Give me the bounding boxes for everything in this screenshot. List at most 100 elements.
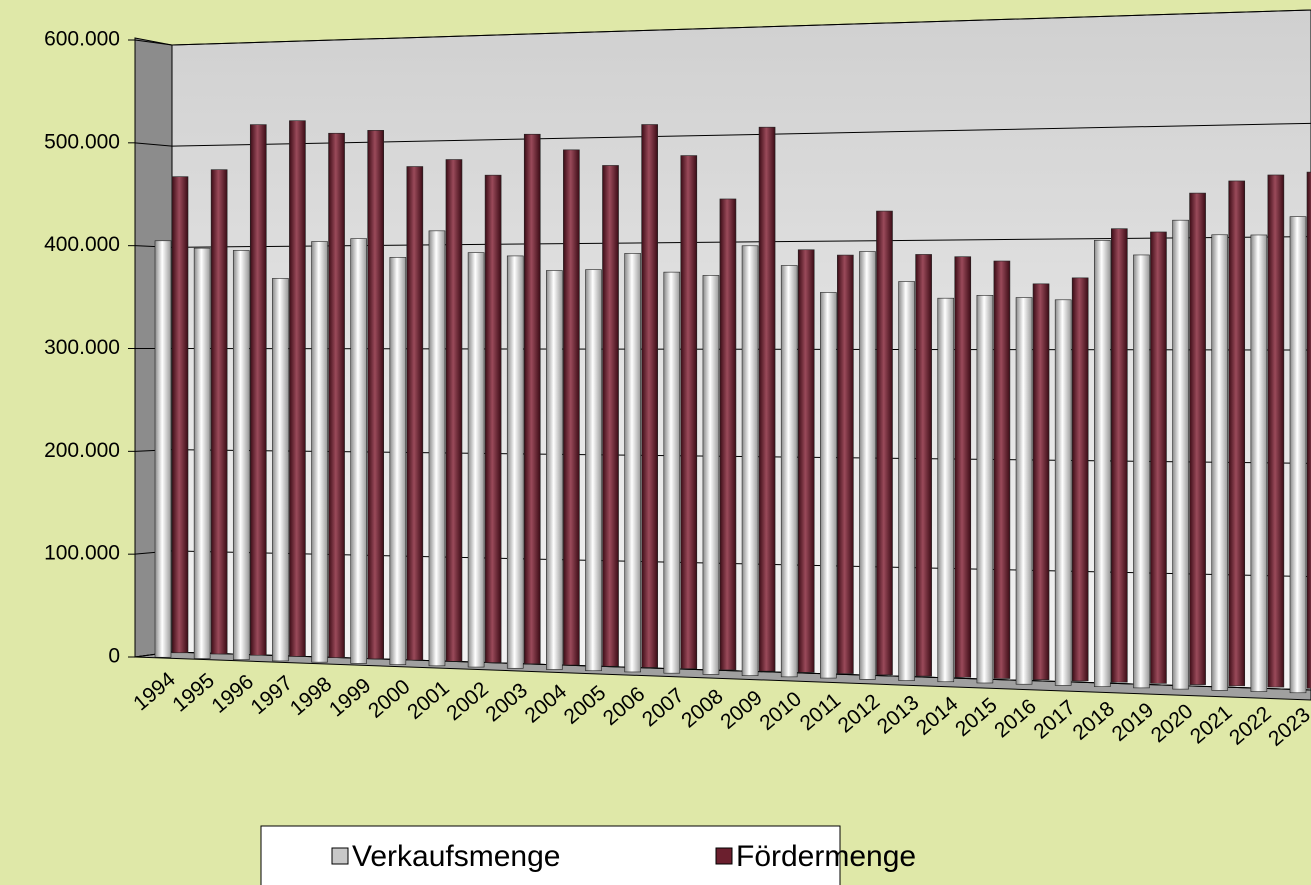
bar [1071,277,1089,682]
bar [1306,171,1311,689]
x-tick-label: 2021 [1186,701,1237,749]
x-tick-label: 2006 [599,682,650,730]
bar [954,256,972,678]
bar [719,198,737,671]
bar [1172,219,1189,690]
bar [193,247,211,659]
bar [367,130,384,660]
grid-line [134,39,173,46]
bar [350,238,367,664]
bar [210,169,228,655]
bar [1111,228,1128,683]
legend-swatch [715,847,733,865]
x-tick-label: 2009 [716,686,767,734]
bar [937,297,955,683]
bar [585,269,602,672]
bar [154,240,172,658]
bar [859,251,876,680]
bar [546,270,563,670]
x-tick-label: 2023 [1264,703,1311,751]
x-tick-label: 2003 [481,679,532,727]
x-tick-label: 1997 [247,671,298,719]
bar [624,253,641,673]
bar [289,120,306,657]
bar [1211,234,1229,691]
x-tick-label: 1999 [325,674,376,722]
bar [1267,174,1285,688]
x-tick-label: 2013 [873,691,924,739]
bar [993,260,1011,679]
x-tick-label: 2022 [1225,702,1276,750]
x-tick-label: 2011 [796,689,845,736]
legend-box [260,825,841,885]
x-tick-label: 2012 [834,690,885,738]
bar [797,249,815,673]
x-tick-label: 2001 [403,676,454,724]
bar [1032,283,1050,681]
grid-line [134,142,173,147]
x-tick-label: 2008 [677,685,728,733]
bar [1150,231,1167,684]
x-tick-label: 2000 [364,675,415,723]
x-tick-label: 2002 [442,678,493,726]
x-tick-label: 2015 [951,693,1002,741]
bar [915,254,932,677]
bar [389,257,407,665]
legend-swatch [331,847,349,865]
bar [876,210,893,676]
bar [602,165,619,667]
bar [249,124,267,656]
x-tick-label: 1994 [129,668,180,716]
y-tick-label: 400.000 [44,233,120,256]
bar [663,271,681,674]
x-tick-label: 2017 [1029,696,1080,744]
y-tick-label: 200.000 [44,439,120,462]
bar [680,155,698,670]
bar [820,292,837,679]
x-tick-label: 2016 [990,695,1041,743]
x-tick-label: 2014 [912,692,963,740]
y-tick-label: 300.000 [44,336,120,359]
bar [702,275,720,675]
bar [758,126,776,672]
bar [563,149,580,666]
bar [1133,254,1150,689]
bar [523,133,541,665]
bar [311,241,328,663]
grid-line [171,122,1311,147]
bar [467,252,485,668]
bar [641,124,658,668]
y-tick-label: 100.000 [44,542,120,565]
bar [232,250,250,661]
grid-line [171,9,1311,46]
y-tick-label: 500.000 [44,130,120,153]
x-tick-label: 2020 [1147,700,1198,748]
bar [484,174,502,663]
bar [328,132,345,658]
x-tick-label: 2005 [560,681,611,729]
bar [445,159,463,662]
bar [1228,180,1246,687]
legend-label: Verkaufsmenge [352,840,560,873]
bar [976,294,994,684]
x-tick-label: 2004 [521,680,572,728]
bar [837,254,854,674]
x-tick-label: 2019 [1108,698,1159,746]
bar [1094,240,1111,687]
x-tick-label: 2018 [1069,697,1120,745]
legend-label: Fördermenge [736,840,916,873]
bar [171,176,189,654]
y-tick-label: 0 [108,645,120,668]
bar [272,278,289,662]
bar [898,281,915,681]
x-tick-label: 2007 [638,684,689,732]
bar [428,230,446,667]
bar [1054,299,1072,686]
bar [506,255,524,669]
x-tick-label: 1995 [168,669,219,717]
bar [1015,297,1033,685]
bar [1250,234,1268,692]
bar [1289,216,1307,694]
